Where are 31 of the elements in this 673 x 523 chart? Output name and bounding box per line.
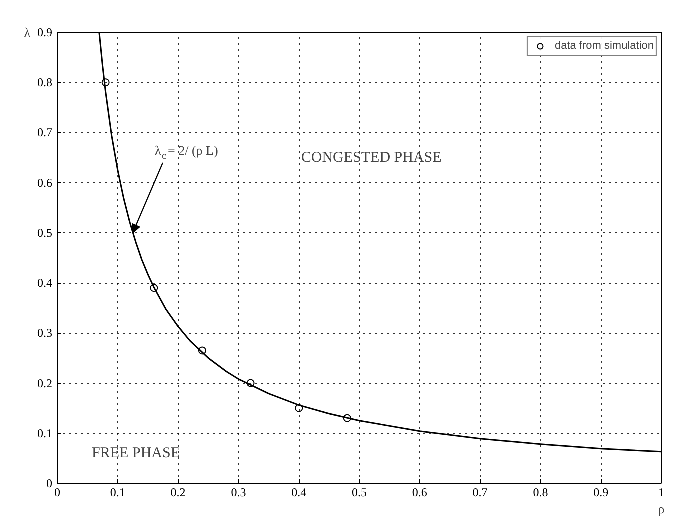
point [198, 346, 206, 355]
annotation: FREE PHASE [92, 445, 180, 462]
y-tick-label: 0.3 [38, 326, 52, 340]
y-tick-label: 0.2 [38, 376, 52, 390]
point [246, 379, 255, 388]
x-axis-title: ρ [658, 502, 665, 516]
annotation: CONGESTED PHASE [301, 150, 442, 166]
y-tick-label: 0.5 [38, 226, 52, 240]
x-tick-label: 1 [658, 486, 664, 500]
y-tick-label: 0.8 [38, 76, 52, 90]
point [102, 78, 110, 87]
point [295, 404, 304, 412]
x-tick-label: 0.3 [231, 486, 246, 500]
y-tick-label: 0.9 [38, 26, 52, 40]
x-tick-label: 0.8 [533, 486, 548, 500]
y-tick-label: 0 [46, 476, 52, 490]
x-tick-label: 0.2 [170, 486, 186, 500]
x-tick-label: 0.9 [594, 486, 609, 500]
point [150, 284, 158, 292]
x-tick-label: 0.4 [292, 486, 307, 500]
y-tick-label: 0.4 [38, 276, 52, 290]
x-tick-label: 0.5 [352, 486, 367, 500]
legend-label: data from simulation [554, 39, 654, 53]
y-tick-label: 0.6 [38, 176, 52, 190]
y-tick-label: 0.1 [38, 426, 52, 440]
x-tick-label: 0.6 [412, 486, 428, 500]
y-tick-label: 0.7 [38, 126, 52, 140]
point [343, 414, 352, 422]
y-axis-title: λ [24, 25, 32, 40]
x-tick-label: 0.7 [472, 486, 488, 500]
x-tick-label: 0.1 [110, 486, 126, 500]
